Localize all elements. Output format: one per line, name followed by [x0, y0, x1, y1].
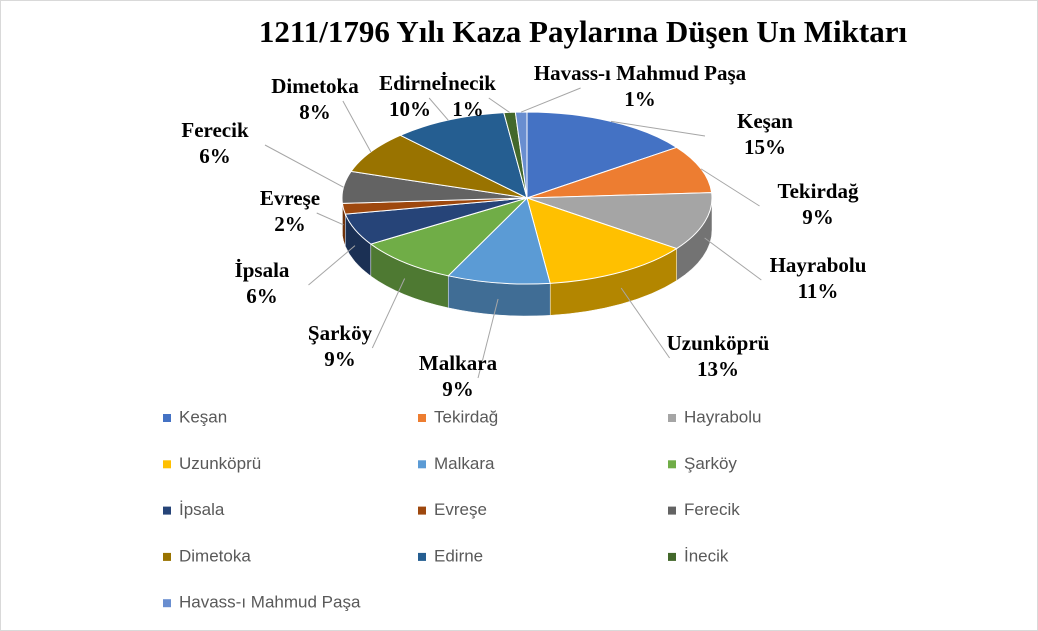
legend-swatch [418, 506, 426, 515]
data-label-value: 2% [274, 212, 306, 236]
legend-label: Keşan [179, 407, 227, 426]
leader-line [342, 100, 372, 153]
data-label-value: 9% [442, 377, 474, 401]
data-label-value: 1% [452, 97, 484, 121]
legend-label: Tekirdağ [434, 407, 498, 426]
legend-swatch [418, 552, 426, 561]
legend-swatch [163, 599, 171, 608]
data-label-value: 6% [199, 144, 231, 168]
data-label-name: Evreşe [260, 186, 320, 210]
data-label: Uzunköprü 13% [667, 331, 770, 381]
leader-line [704, 237, 762, 281]
legend-label: Edirne [434, 546, 483, 565]
pie-slice [350, 134, 528, 199]
legend-label: Evreşe [434, 500, 487, 519]
pie-slice [526, 146, 713, 199]
leader-line [308, 245, 356, 286]
data-label-name: İnecik [440, 71, 496, 95]
leader-line [488, 97, 510, 113]
legend-label: Uzunköprü [179, 454, 261, 473]
leader-line [371, 278, 406, 349]
legend-label: Şarköy [684, 454, 737, 473]
data-label: Şarköy 9% [308, 321, 373, 371]
pie-slice [399, 112, 528, 199]
legend-label: Dimetoka [179, 546, 251, 565]
data-label: Keşan 15% [737, 109, 793, 159]
legend-swatch [163, 506, 171, 515]
pie-slice [369, 197, 528, 277]
data-label-value: 10% [389, 97, 431, 121]
data-label: Ferecik 6% [181, 118, 249, 168]
leader-line [477, 298, 499, 379]
data-label: Dimetoka 8% [271, 74, 359, 124]
legend-swatch [668, 552, 676, 561]
pie-slice [526, 111, 678, 199]
leader-line [620, 287, 670, 359]
leader-line [316, 212, 344, 226]
data-label-value: 15% [744, 135, 786, 159]
data-label-name: Tekirdağ [778, 179, 859, 203]
legend-label: İnecik [684, 546, 729, 565]
legend-swatch [668, 460, 676, 469]
data-label-name: Dimetoka [271, 74, 359, 98]
data-label-value: 8% [299, 100, 331, 124]
legend-label: Havass-ı Mahmud Paşa [179, 593, 361, 612]
chart-title: 1211/1796 Yılı Kaza Paylarına Düşen Un M… [259, 14, 908, 49]
leader-line [428, 97, 449, 121]
data-label-value: 13% [697, 357, 739, 381]
data-label: Hayrabolu 11% [770, 253, 867, 303]
data-label: Havass-ı Mahmud Paşa 1% [534, 61, 747, 111]
pie-slice [526, 197, 678, 284]
data-label-name: Uzunköprü [667, 331, 770, 355]
data-label-value: 6% [246, 284, 278, 308]
data-label-name: Edirne [379, 71, 441, 95]
legend-label: Hayrabolu [684, 407, 762, 426]
data-label-value: 1% [624, 87, 656, 111]
leader-line [610, 120, 706, 137]
legend-swatch [163, 460, 171, 469]
data-label: Malkara 9% [419, 351, 498, 401]
data-label-value: 9% [802, 205, 834, 229]
data-label-value: 11% [798, 279, 839, 303]
data-label: Tekirdağ 9% [778, 179, 859, 229]
pie-slice [447, 197, 551, 285]
data-label-name: Hayrabolu [770, 253, 867, 277]
data-label: Evreşe 2% [260, 186, 320, 236]
pie-slice [526, 192, 713, 250]
legend-swatch [668, 414, 676, 422]
legend-swatch [163, 552, 171, 561]
data-label-name: Şarköy [308, 321, 373, 345]
leader-line [264, 144, 344, 188]
legend-label: Malkara [434, 454, 495, 473]
data-label-name: İpsala [235, 258, 290, 282]
data-label-name: Malkara [419, 351, 498, 375]
data-label-name: Ferecik [181, 118, 249, 142]
data-label: İpsala 6% [235, 258, 290, 308]
data-label-name: Keşan [737, 109, 793, 133]
data-label-name: Havass-ı Mahmud Paşa [534, 61, 747, 85]
data-label: İnecik 1% [440, 71, 496, 121]
legend-swatch [668, 506, 676, 515]
leader-line [700, 168, 760, 207]
legend-swatch [163, 414, 171, 422]
data-label: Edirne 10% [379, 71, 441, 121]
data-label-value: 9% [324, 347, 356, 371]
legend-label: İpsala [179, 500, 225, 519]
leader-line [521, 87, 581, 113]
legend-swatch [418, 460, 426, 469]
legend-swatch [418, 414, 426, 422]
legend-label: Ferecik [684, 500, 740, 519]
